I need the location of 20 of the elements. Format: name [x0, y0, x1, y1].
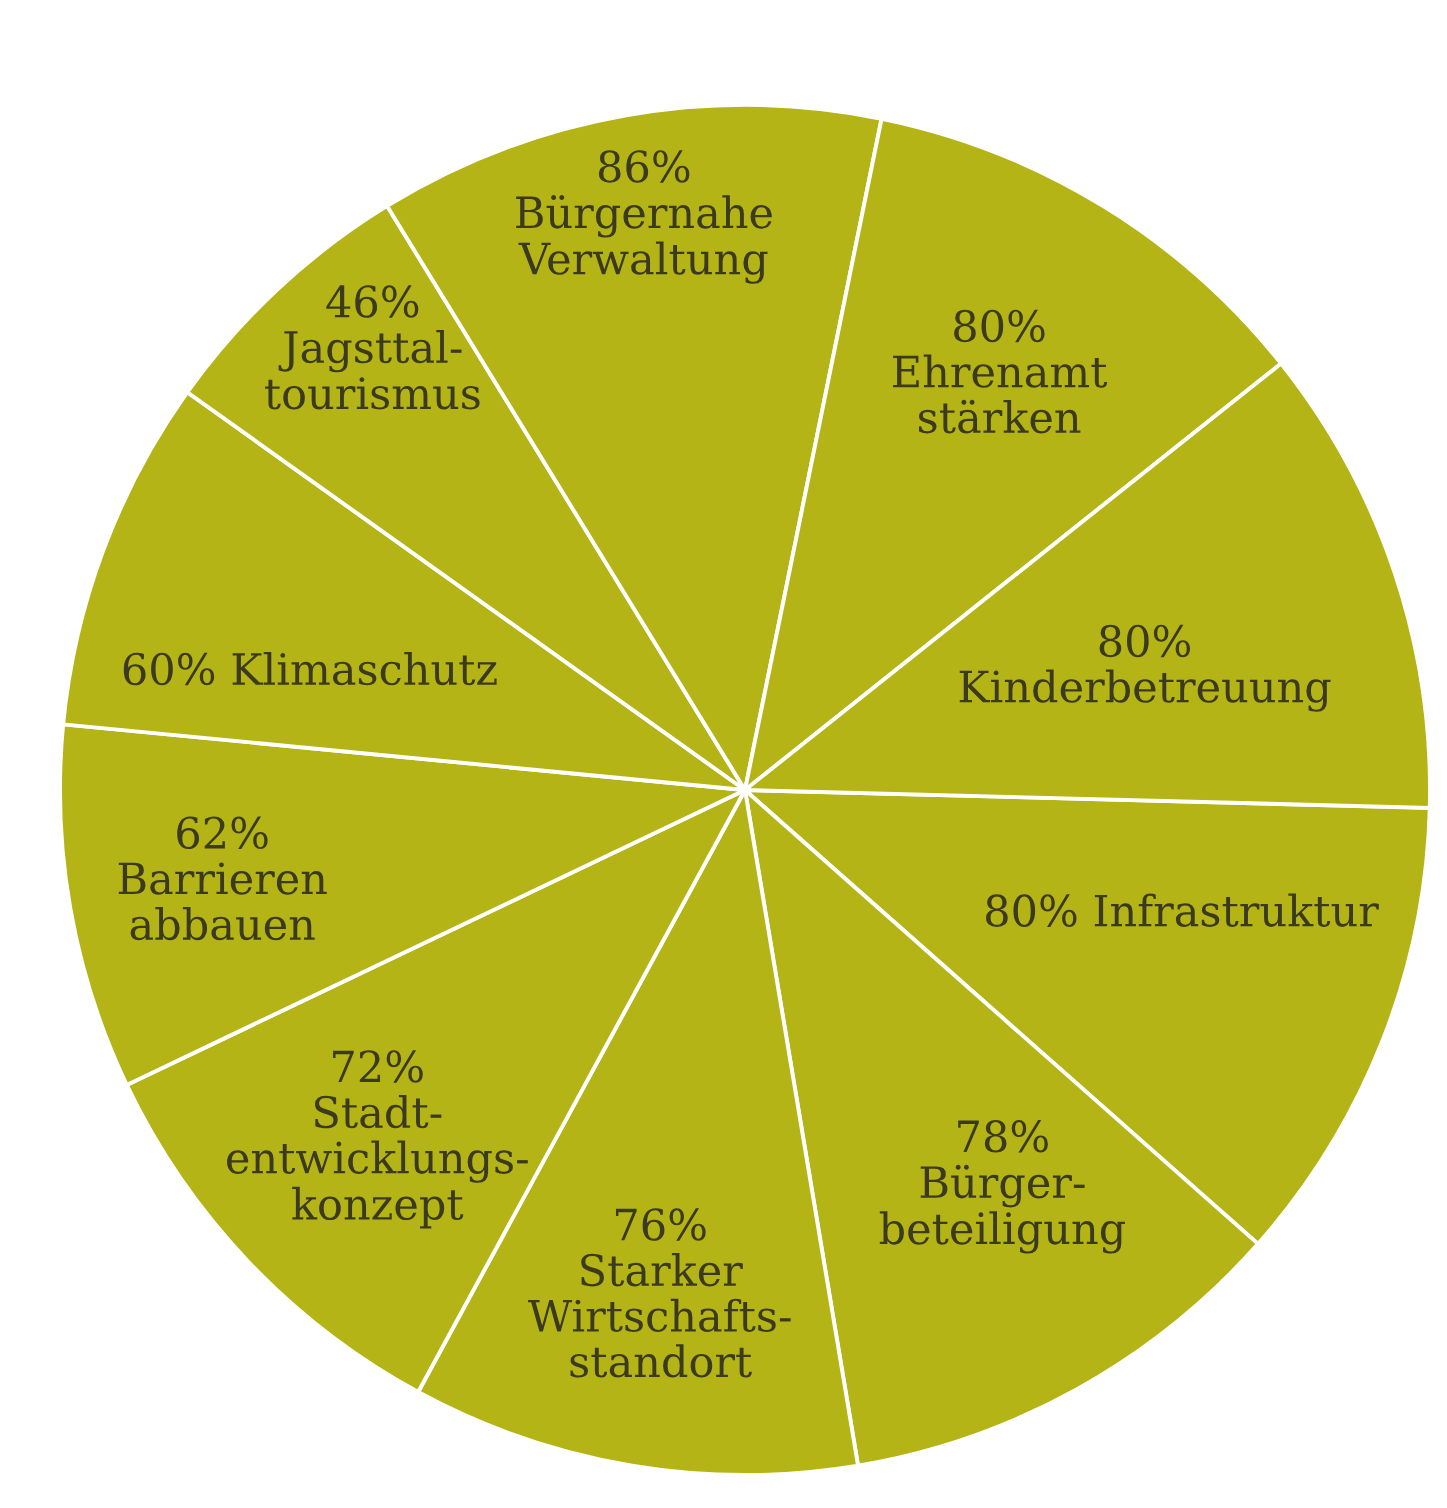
data-label: 62% [177, 816, 268, 850]
slice-label: Bürger- beteiligung [879, 1164, 1126, 1254]
slice-label: Bürgernahe Verwaltung [516, 195, 772, 284]
slice-label: Infrastruktur [1094, 893, 1379, 927]
slice-label: Klimaschutz [232, 651, 497, 686]
data-label: 46% [326, 285, 419, 318]
data-label: 60% [123, 652, 215, 686]
data-label: 78% [958, 1119, 1048, 1153]
slice-label: Kinderbetreuung [959, 669, 1331, 712]
slice-label: Jagsttal- tourismus [265, 330, 480, 410]
slice-label: Barrieren abbauen [118, 862, 327, 941]
slice-label: Stadt- entwicklungs- konzept [227, 1094, 528, 1229]
data-label: 72% [333, 1050, 423, 1083]
slice-label: Ehrenamt stärken [893, 354, 1108, 434]
data-label: 80% [1099, 624, 1191, 658]
slice-label: Starker Wirtschafts- standort [528, 1253, 791, 1378]
data-label: 80% [954, 309, 1045, 343]
data-label: 80% [986, 894, 1077, 927]
data-label: 86% [598, 150, 690, 183]
data-label: 76% [615, 1208, 706, 1241]
